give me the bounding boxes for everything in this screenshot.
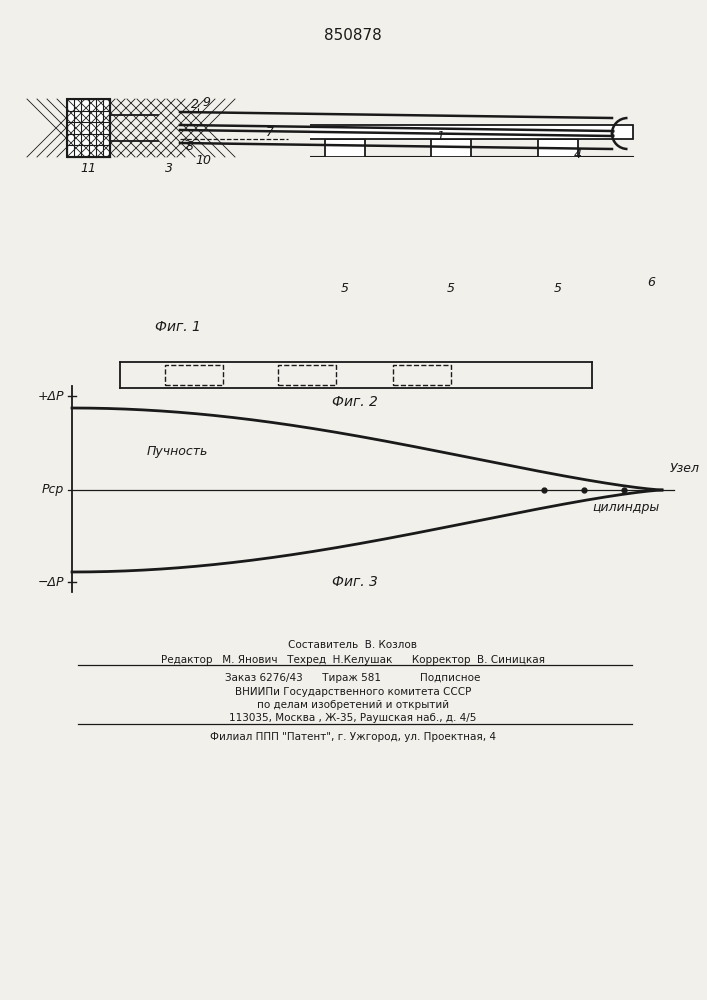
Bar	[431, 139, 471, 157]
Text: Редактор   М. Янович   Техред  Н.Келушак      Корректор  В. Синицкая: Редактор М. Янович Техред Н.Келушак Корр…	[161, 655, 545, 665]
Bar	[325, 139, 365, 157]
Text: Фиг. 1: Фиг. 1	[155, 320, 201, 334]
Bar	[0, 157, 707, 1000]
Bar	[67, 99, 110, 157]
Text: 6: 6	[647, 275, 655, 288]
Text: 3: 3	[165, 162, 173, 176]
Text: Филиал ППП "Патент", г. Ужгород, ул. Проектная, 4: Филиал ППП "Патент", г. Ужгород, ул. Про…	[210, 732, 496, 742]
Text: +ΔP: +ΔP	[37, 389, 64, 402]
Bar	[180, 139, 288, 157]
Text: 7: 7	[266, 125, 274, 138]
Text: Составитель  В. Козлов: Составитель В. Козлов	[288, 640, 418, 650]
Text: 4: 4	[574, 148, 582, 161]
Bar	[110, 0, 310, 1000]
Ellipse shape	[511, 174, 604, 284]
Ellipse shape	[298, 174, 392, 284]
Text: 113035, Москва , Ж-35, Раушская наб., д. 4/5: 113035, Москва , Ж-35, Раушская наб., д.…	[229, 713, 477, 723]
Text: 2: 2	[191, 98, 199, 110]
Text: 5: 5	[447, 282, 455, 296]
Text: ВНИИПи Государственного комитета СССР: ВНИИПи Государственного комитета СССР	[235, 687, 471, 697]
Text: −ΔP: −ΔP	[37, 576, 64, 588]
Text: цилиндры: цилиндры	[592, 502, 659, 514]
Bar	[180, 112, 288, 125]
Bar	[0, 0, 707, 99]
Bar	[67, 99, 110, 157]
Text: 5: 5	[554, 282, 562, 296]
Text: Pср: Pср	[42, 484, 64, 496]
Text: 11: 11	[81, 162, 96, 176]
Text: 9: 9	[202, 96, 210, 108]
Text: Заказ 6276/43      Тираж 581            Подписное: Заказ 6276/43 Тираж 581 Подписное	[226, 673, 481, 683]
Text: 8: 8	[186, 140, 194, 153]
Text: по делам изобретений и открытий: по делам изобретений и открытий	[257, 700, 449, 710]
Text: Фиг. 3: Фиг. 3	[332, 575, 378, 589]
Bar	[158, 112, 180, 157]
Ellipse shape	[404, 174, 498, 284]
Text: 850878: 850878	[324, 27, 382, 42]
Text: 1: 1	[436, 129, 444, 142]
Bar	[288, 125, 633, 139]
Text: Узел: Узел	[670, 462, 700, 475]
Text: 10: 10	[195, 154, 211, 167]
Text: Пучность: Пучность	[147, 446, 209, 458]
Text: Фиг. 2: Фиг. 2	[332, 395, 378, 409]
Bar	[0, 0, 67, 1000]
Text: 5: 5	[341, 282, 349, 296]
Bar	[288, 157, 633, 307]
Bar	[538, 139, 578, 157]
